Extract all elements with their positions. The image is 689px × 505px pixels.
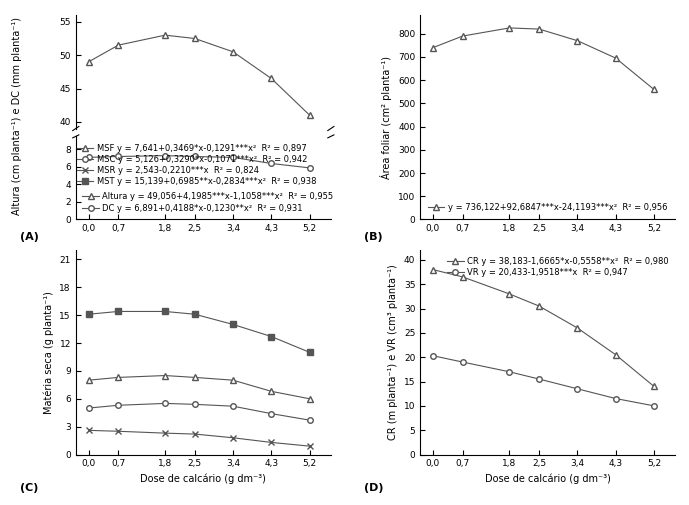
Y-axis label: Área foliar (cm² planta⁻¹): Área foliar (cm² planta⁻¹) [380,56,393,179]
VR y = 20,433-1,9518***x  R² = 0,947 [429,352,437,359]
Y-axis label: Matéria seca (g planta⁻¹): Matéria seca (g planta⁻¹) [43,291,54,414]
X-axis label: Dose de calcário (g dm⁻³): Dose de calcário (g dm⁻³) [141,474,266,484]
VR y = 20,433-1,9518***x  R² = 0,947 [573,386,582,392]
Line: CR y = 38,183-1,6665*x-0,5558**x²  R² = 0,980: CR y = 38,183-1,6665*x-0,5558**x² R² = 0… [430,267,657,389]
Legend: CR y = 38,183-1,6665*x-0,5558**x²  R² = 0,980, VR y = 20,433-1,9518***x  R² = 0,: CR y = 38,183-1,6665*x-0,5558**x² R² = 0… [444,255,671,280]
VR y = 20,433-1,9518***x  R² = 0,947 [505,369,513,375]
y = 736,122+92,6847***x-24,1193***x²  R² = 0,956 [535,26,544,32]
y = 736,122+92,6847***x-24,1193***x²  R² = 0,956 [429,44,437,50]
Y-axis label: CR (m planta⁻¹) e VR (cm³ planta⁻¹): CR (m planta⁻¹) e VR (cm³ planta⁻¹) [388,265,398,440]
VR y = 20,433-1,9518***x  R² = 0,947 [458,359,466,365]
CR y = 38,183-1,6665*x-0,5558**x²  R² = 0,980 [505,291,513,297]
Text: (B): (B) [364,232,382,242]
Text: Altura (cm planta⁻¹) e DC (mm planta⁻¹): Altura (cm planta⁻¹) e DC (mm planta⁻¹) [12,17,22,215]
y = 736,122+92,6847***x-24,1193***x²  R² = 0,956 [612,55,620,61]
CR y = 38,183-1,6665*x-0,5558**x²  R² = 0,980 [612,351,620,358]
X-axis label: Dose de calcário (g dm⁻³): Dose de calcário (g dm⁻³) [485,474,610,484]
CR y = 38,183-1,6665*x-0,5558**x²  R² = 0,980 [573,325,582,331]
VR y = 20,433-1,9518***x  R² = 0,947 [535,376,544,382]
Text: (A): (A) [20,232,39,242]
y = 736,122+92,6847***x-24,1193***x²  R² = 0,956 [573,38,582,44]
y = 736,122+92,6847***x-24,1193***x²  R² = 0,956 [505,25,513,31]
y = 736,122+92,6847***x-24,1193***x²  R² = 0,956 [458,33,466,39]
VR y = 20,433-1,9518***x  R² = 0,947 [612,395,620,401]
Legend: Altura y = 49,056+4,1985***x-1,1058***x²  R² = 0,955, DC y = 6,891+0,4188*x-0,12: Altura y = 49,056+4,1985***x-1,1058***x²… [80,190,336,215]
Legend: MSF y = 7,641+0,3469*x-0,1291***x²  R² = 0,897, MSC y = 5,126+0,3290*x-0,1071***: MSF y = 7,641+0,3469*x-0,1291***x² R² = … [75,142,318,187]
VR y = 20,433-1,9518***x  R² = 0,947 [650,403,658,409]
Line: y = 736,122+92,6847***x-24,1193***x²  R² = 0,956: y = 736,122+92,6847***x-24,1193***x² R² … [430,25,657,92]
CR y = 38,183-1,6665*x-0,5558**x²  R² = 0,980 [650,383,658,389]
Text: (D): (D) [364,483,384,493]
Line: VR y = 20,433-1,9518***x  R² = 0,947: VR y = 20,433-1,9518***x R² = 0,947 [430,353,657,409]
CR y = 38,183-1,6665*x-0,5558**x²  R² = 0,980 [458,274,466,280]
y = 736,122+92,6847***x-24,1193***x²  R² = 0,956 [650,86,658,92]
Text: (C): (C) [20,483,38,493]
Legend: y = 736,122+92,6847***x-24,1193***x²  R² = 0,956: y = 736,122+92,6847***x-24,1193***x² R² … [424,199,670,215]
CR y = 38,183-1,6665*x-0,5558**x²  R² = 0,980 [535,303,544,309]
CR y = 38,183-1,6665*x-0,5558**x²  R² = 0,980 [429,267,437,273]
